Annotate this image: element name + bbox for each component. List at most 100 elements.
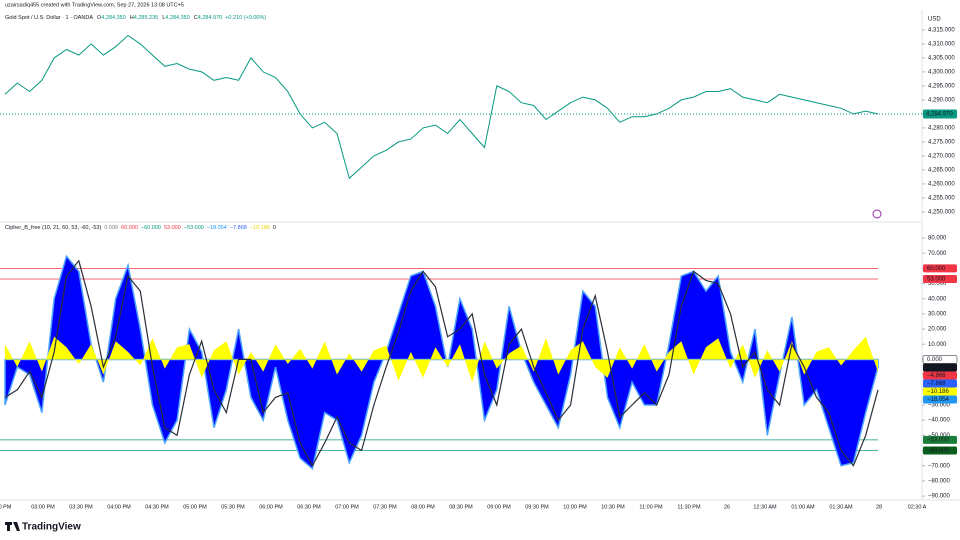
ohlc-value: 4,284.350 [165, 15, 189, 21]
y-tick-label: 4,290.000 [928, 97, 955, 103]
indicator-value: 0 [273, 225, 276, 231]
ohlc-key: L [162, 15, 165, 21]
x-tick-label: 02:30 A [908, 504, 927, 510]
logo-mark [5, 522, 20, 531]
value-badge-label: 53.000 [927, 277, 946, 283]
y-tick-label: 80.000 [928, 236, 947, 242]
value-badge-label: −4.866 [927, 365, 946, 371]
indicator-legend: Cipher_B_free (10, 21, 60, 53, -60, -53)… [5, 225, 276, 231]
y-tick-label: 4,305.000 [928, 55, 955, 61]
x-tick-label: 08:00 PM [411, 504, 435, 510]
credit: uzairsadiq455 created with TradingView.c… [5, 2, 184, 8]
y-tick-label: 70.000 [928, 251, 947, 257]
value-badge [923, 363, 957, 372]
value-badge [923, 435, 957, 444]
x-tick-label: 12:30 AM [753, 504, 777, 510]
change: +0.210 (+0.00%) [225, 15, 266, 21]
x-tick-label: 07:30 PM [373, 504, 397, 510]
indicator-value: −60.000 [141, 225, 161, 231]
wt2-line [4, 259, 879, 467]
indicator-value: 53.000 [164, 225, 181, 231]
value-badge-label: −4.866 [927, 373, 946, 379]
x-tick-label: 03:30 PM [69, 504, 93, 510]
y-tick-label: 40.000 [928, 296, 947, 302]
y-tick-label: 4,265.000 [928, 167, 955, 173]
indicator-value: 60.000 [121, 225, 138, 231]
value-badge [923, 275, 957, 283]
y-tick-label: 4,255.000 [928, 195, 955, 201]
x-tick-label: 06:30 PM [297, 504, 321, 510]
ohlc-key: O [97, 15, 102, 21]
y-tick-label: 10.000 [928, 342, 947, 348]
x-tick-label: 01:30 AM [829, 504, 853, 510]
area-wt1 [4, 254, 879, 471]
y-tick-label: 4,260.000 [928, 181, 955, 187]
price-line [4, 34, 879, 180]
y-tick-label: −90.000 [928, 494, 951, 500]
x-tick-label: 26 [724, 504, 730, 510]
value-badge [923, 371, 957, 380]
value-badge-label: −60.000 [927, 448, 950, 454]
y-tick-label: 4,315.000 [928, 27, 955, 33]
y-tick-label: 50.000 [928, 281, 947, 287]
x-tick-label: 10:00 PM [563, 504, 587, 510]
value-badge-label: −7.868 [927, 381, 946, 387]
ohlc-value: 4,284.350 [101, 15, 125, 21]
y-tick-label: −80.000 [928, 478, 951, 484]
x-tick-label: 09:00 PM [487, 504, 511, 510]
x-tick-label: 05:30 PM [221, 504, 245, 510]
value-badge [923, 387, 957, 396]
x-tick-label: 07:00 PM [335, 504, 359, 510]
indicator-value: −10.186 [250, 225, 270, 231]
y-tick-label: 4,300.000 [928, 69, 955, 75]
ohlc-key: C [194, 15, 198, 21]
currency: USD [928, 17, 941, 23]
y-tick-label: −70.000 [928, 463, 951, 469]
ohlc-value: 4,285.235 [134, 15, 158, 21]
symbol-line: Gold Spot / U.S. Dollar · 1 · OANDA O4,28… [5, 15, 266, 21]
brand: TradingView [22, 522, 81, 533]
last-price-badge [923, 109, 957, 119]
x-tick-label: 05:00 PM [183, 504, 207, 510]
y-tick-label: 4,310.000 [928, 41, 955, 47]
x-tick-label: 11:30 PM [677, 504, 701, 510]
value-badge-label: −10.186 [927, 389, 950, 395]
value-badge [923, 446, 957, 455]
x-tick-label: 04:00 PM [107, 504, 131, 510]
indicator-value: −18.054 [207, 225, 227, 231]
value-badge [923, 379, 957, 388]
ohlc-value: 4,284.970 [198, 15, 222, 21]
value-badge-label: −18.054 [927, 397, 950, 403]
y-tick-label: 4,270.000 [928, 153, 955, 159]
x-tick-label: 28 [876, 504, 882, 510]
value-badge [923, 395, 957, 404]
y-tick-label: −30.000 [928, 403, 951, 409]
last-price-label: 4,284.970 [926, 112, 953, 118]
x-tick-label: 11:00 PM [639, 504, 663, 510]
y-tick-label: 30.000 [928, 311, 947, 317]
alert-icon[interactable] [872, 209, 882, 219]
value-badge-label: −53.000 [927, 437, 950, 443]
y-tick-label: 20.000 [928, 327, 947, 333]
value-badge-label: 60.000 [927, 266, 946, 272]
indicator-value: 0.000 [104, 225, 118, 231]
indicator-title: Cipher_B_free (10, 21, 60, 53, -60, -53) [5, 225, 101, 231]
y-tick-label: 4,295.000 [928, 83, 955, 89]
value-badge [923, 264, 957, 273]
x-tick-label: 01:00 AM [791, 504, 815, 510]
logo: TradingView [5, 522, 81, 533]
x-tick-label: 06:00 PM [259, 504, 283, 510]
symbol: Gold Spot / U.S. Dollar · 1 · OANDA [5, 15, 93, 21]
y-tick-label: 4,275.000 [928, 139, 955, 145]
x-tick-label: 10:30 PM [601, 504, 625, 510]
x-tick-label: 08:30 PM [449, 504, 473, 510]
x-tick-label: 0 PM [0, 504, 12, 510]
x-tick-label: 09:30 PM [525, 504, 549, 510]
y-tick-label: −40.000 [928, 418, 951, 424]
ohlc-key: H [130, 15, 134, 21]
indicator-value: −53.000 [184, 225, 204, 231]
area-money-flow [5, 336, 878, 383]
